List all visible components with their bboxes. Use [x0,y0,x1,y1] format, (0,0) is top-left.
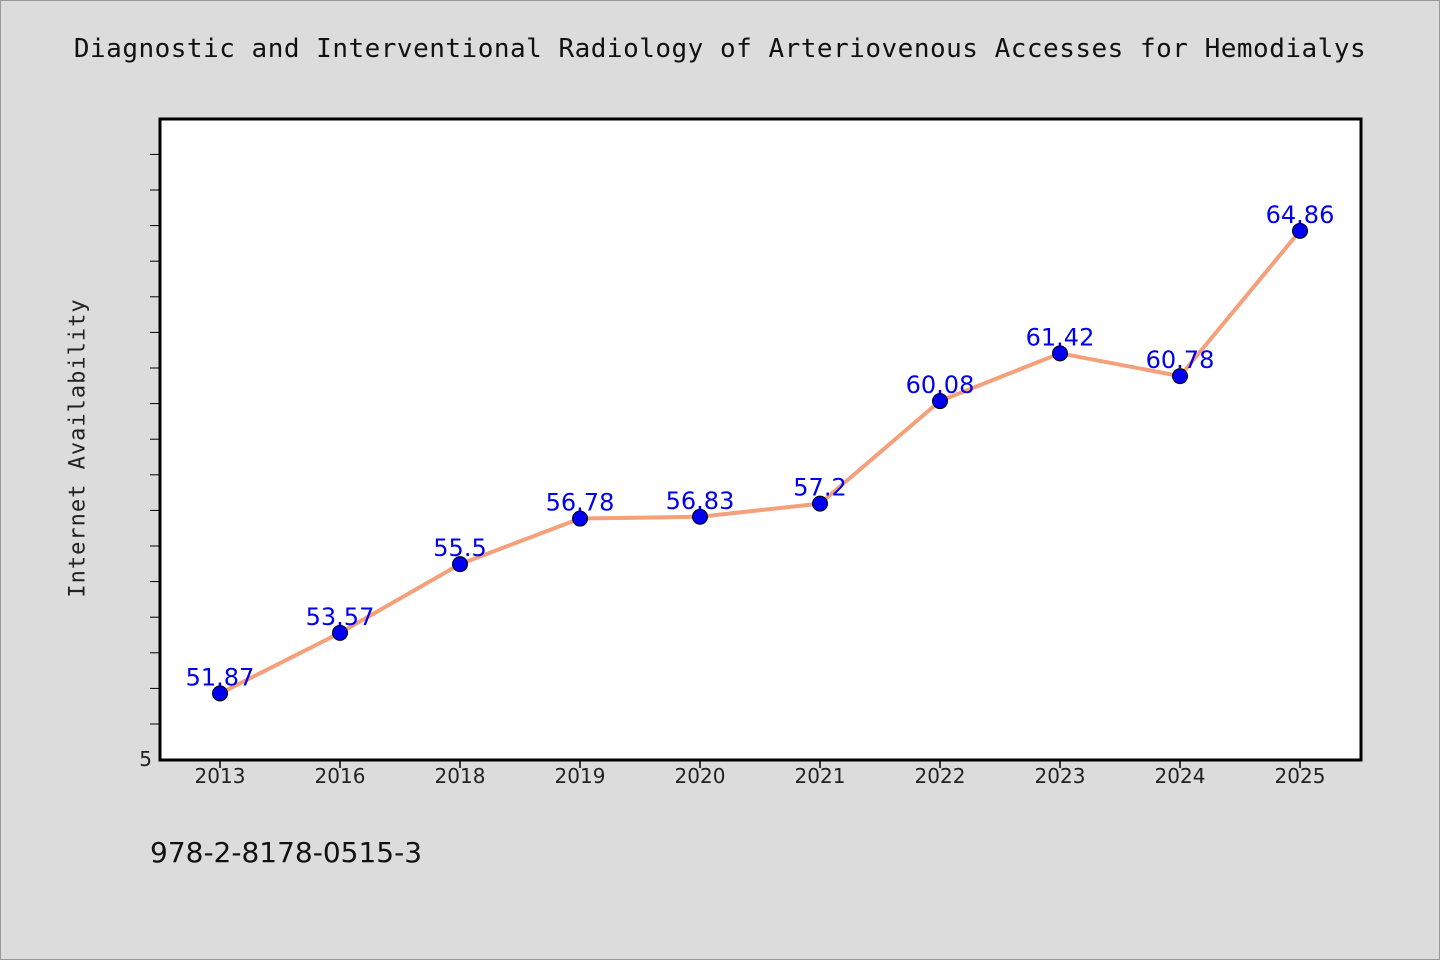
data-label: 53.57 [306,603,375,631]
data-label: 55.5 [433,534,486,562]
data-label: 56.78 [546,489,615,517]
data-point [1292,222,1308,239]
x-tick-label: 2022 [915,764,966,788]
data-label: 60.78 [1146,346,1215,374]
data-label: 56.83 [666,487,735,515]
data-label: 61.42 [1026,323,1095,351]
data-label: 64.86 [1266,201,1335,229]
data-point [812,495,828,512]
data-labels: 51.87 53.57 55.5 56.78 56.83 57.2 60.08 61.42 60… [186,201,1335,692]
data-point [212,685,228,702]
data-point [1052,345,1068,362]
x-tick-label: 2023 [1035,764,1086,788]
data-point [1172,368,1188,385]
x-tick-label: 2018 [435,764,486,788]
data-point [932,393,948,410]
x-axis: 2013 2016 2018 2019 2020 2021 2022 2023 2024 2025 [195,760,1326,788]
x-tick-label: 2021 [795,764,846,788]
x-tick-label: 2025 [1275,764,1326,788]
data-point [332,624,348,641]
chart-title: Diagnostic and Interventional Radiology … [73,34,1367,64]
isbn-text: 978-2-8178-0515-3 [150,836,423,869]
y-tick-label: 5 [139,747,152,771]
x-tick-label: 2016 [315,764,366,788]
series-line [219,229,1302,696]
x-tick-label: 2020 [675,764,726,788]
data-point [452,556,468,573]
data-label: 51.87 [186,663,255,691]
data-point [572,510,588,527]
plot-area [158,117,1363,762]
x-tick-label: 2013 [195,764,246,788]
data-label: 57.2 [793,474,846,502]
data-point [692,508,708,525]
x-tick-label: 2024 [1155,764,1206,788]
data-points [212,222,1308,702]
x-tick-label: 2019 [555,764,606,788]
y-axis-ticks [150,153,160,725]
data-label: 60.08 [906,371,975,399]
